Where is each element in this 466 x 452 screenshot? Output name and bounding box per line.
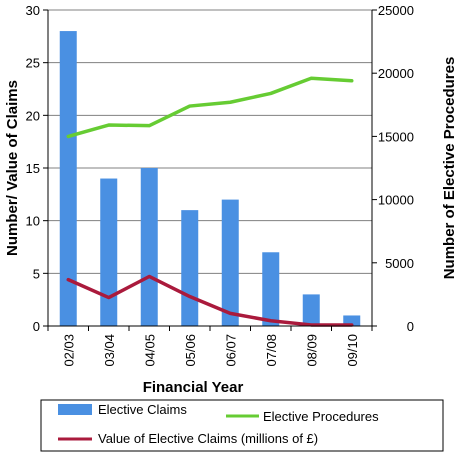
x-tick-label: 05/06 [183,334,198,367]
x-tick-label: 03/04 [102,334,117,367]
y-tick-label: 0 [33,319,40,334]
legend-label-elective-claims: Elective Claims [98,402,187,417]
bar [100,178,118,326]
bar [181,210,199,326]
y-tick-label: 5 [33,266,40,281]
tick-labels: 0 5 10 15 20 25 30 0 5000 10000 15000 20000 25000 02/… [26,3,414,367]
bar [59,31,77,327]
y2-tick-label: 5000 [385,256,414,271]
y2-tick-label: 25000 [378,3,414,18]
axes [43,9,377,331]
x-tick-label: 06/07 [223,334,238,367]
legend: Elective Claims Elective Procedures Valu… [40,399,444,452]
bar [221,199,239,326]
x-tick-label: 08/09 [304,334,319,367]
line-series [66,76,354,327]
legend-label-value-of-claims: Value of Elective Claims (millions of £) [98,431,318,446]
legend-label-elective-procedures: Elective Procedures [263,409,379,424]
x-tick-label: 02/03 [61,334,76,367]
bar [343,315,361,326]
y-tick-label: 20 [26,108,40,123]
y2-tick-label: 15000 [378,129,414,144]
x-tick-label: 07/08 [264,334,279,367]
legend-box [40,399,444,452]
y-tick-label: 10 [26,214,40,229]
gridlines [48,9,372,327]
legend-swatch-elective-claims [58,404,92,415]
y-tick-label: 30 [26,3,40,18]
y-tick-label: 25 [26,56,40,71]
x-axis-title: Financial Year [143,379,244,396]
y2-tick-label: 0 [407,319,414,334]
bar [302,294,320,326]
y2-axis-title: Number of Elective Procedures [441,57,458,280]
bar [140,168,158,326]
bar [262,252,280,326]
bar-series [59,31,361,327]
x-tick-label: 09/10 [345,334,360,367]
y-tick-label: 15 [26,161,40,176]
y2-tick-label: 20000 [378,66,414,81]
x-tick-label: 04/05 [142,334,157,367]
y2-tick-label: 10000 [378,193,414,208]
elective-procedures-line [66,76,354,139]
value-of-claims-line [66,274,354,327]
y-axis-title: Number/ Value of Claims [4,80,21,256]
